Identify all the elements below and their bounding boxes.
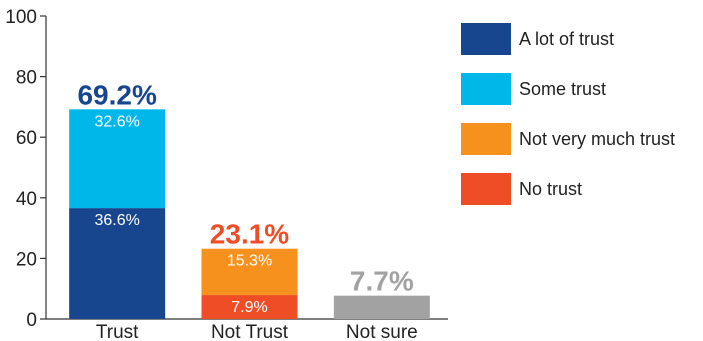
y-tick-label: 100 (5, 7, 37, 28)
total-value-label: 23.1% (210, 219, 289, 250)
segment-value-label: 36.6% (94, 212, 139, 229)
bar-segment (333, 295, 430, 319)
segment-value-label: 32.6% (94, 113, 139, 130)
y-tick-label: 20 (16, 249, 37, 270)
bar-segment (69, 208, 166, 319)
legend-swatch (461, 73, 511, 105)
category-label: Trust (96, 322, 139, 341)
legend-swatch (461, 123, 511, 155)
category-label: Not sure (346, 322, 418, 341)
legend-swatch (461, 23, 511, 55)
y-tick-label: 0 (26, 310, 37, 331)
legend-label: No trust (519, 179, 582, 199)
y-tick-label: 40 (16, 189, 37, 210)
legend-swatch (461, 173, 511, 205)
legend-label: Some trust (519, 79, 606, 99)
bar-segment (201, 248, 298, 296)
total-value-label: 69.2% (77, 79, 156, 110)
segment-value-label: 7.9% (231, 299, 267, 316)
y-tick-label: 80 (16, 68, 37, 89)
total-value-label: 7.7% (350, 266, 414, 297)
legend-label: A lot of trust (519, 29, 614, 49)
segment-value-label: 15.3% (227, 253, 272, 270)
y-tick-label: 60 (16, 128, 37, 149)
legend-label: Not very much trust (519, 129, 675, 149)
category-label: Not Trust (211, 322, 289, 341)
bar-segment (201, 295, 298, 319)
bar-segment (69, 109, 166, 209)
